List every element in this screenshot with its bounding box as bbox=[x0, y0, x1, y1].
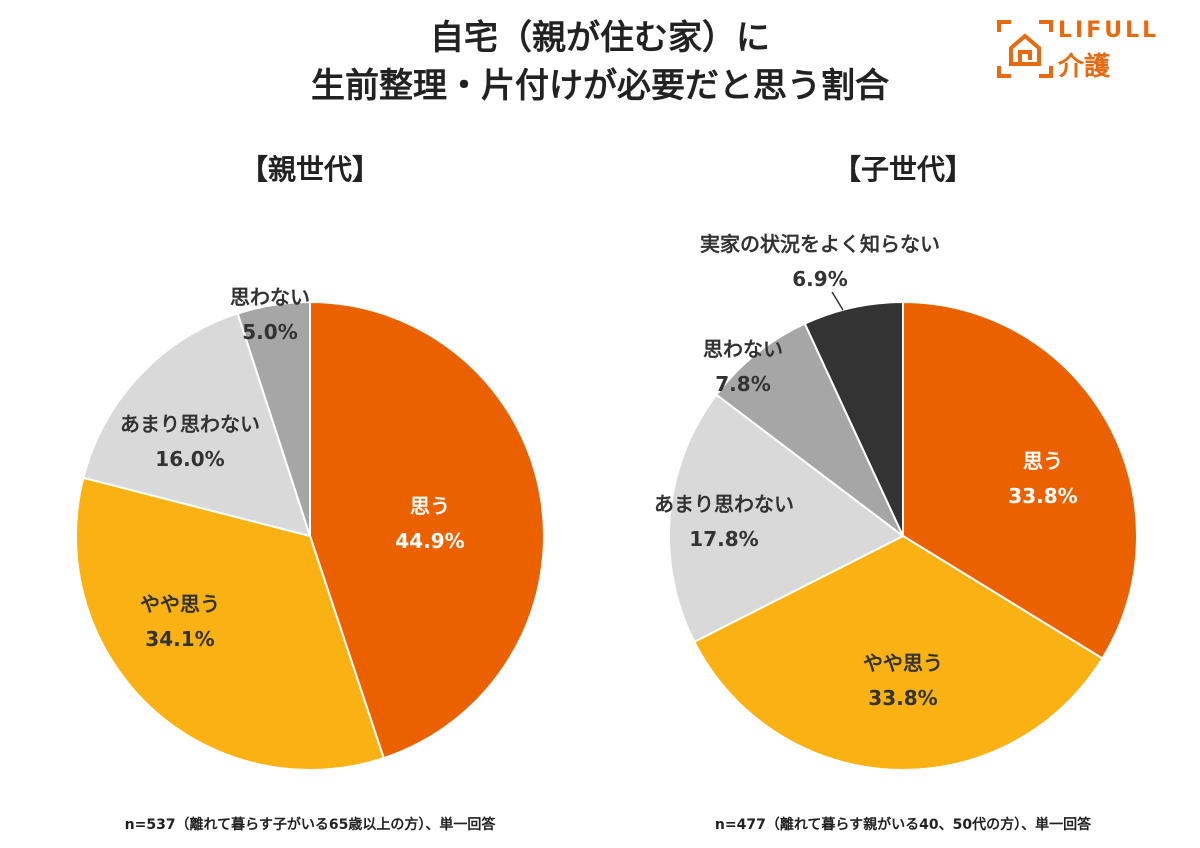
slice-value-label: 34.1% bbox=[145, 627, 214, 651]
slice-label: 思う bbox=[1023, 449, 1063, 473]
pie-slice bbox=[82, 312, 312, 538]
pie-slice bbox=[902, 300, 1138, 660]
slice-value-label: 44.9% bbox=[395, 529, 464, 553]
slice-label: あまり思わない bbox=[120, 412, 260, 436]
slice-value-label: 33.8% bbox=[1008, 484, 1077, 508]
slice-label: 思わない bbox=[703, 337, 783, 361]
pie-slice bbox=[236, 300, 311, 537]
slice-label: やや思う bbox=[140, 592, 220, 616]
note-child: n=477（離れて暮らす親がいる40、50代の方）、単一回答 bbox=[714, 817, 1092, 833]
pie-title-parent: 【親世代】 bbox=[239, 153, 380, 186]
logo-text: LIFULL bbox=[1058, 18, 1160, 43]
slice-value-label: 16.0% bbox=[155, 447, 224, 471]
slice-value-label: 7.8% bbox=[715, 372, 770, 396]
slice-label: 思う bbox=[410, 494, 450, 518]
pie-slice bbox=[668, 393, 905, 644]
slice-value-label: 5.0% bbox=[242, 320, 297, 344]
title-line-1: 自宅（親が住む家）に bbox=[430, 18, 770, 58]
pie-slice bbox=[75, 476, 385, 772]
logo-sub: 介護 bbox=[1058, 52, 1111, 82]
slice-label: やや思う bbox=[863, 651, 943, 675]
pie-title-child: 【子世代】 bbox=[832, 153, 973, 186]
title-line-2: 生前整理・片付けが必要だと思う割合 bbox=[311, 66, 889, 106]
pie-slice bbox=[309, 300, 546, 760]
slice-value-label: 33.8% bbox=[868, 686, 937, 710]
chart-title: 自宅（親が住む家）に 生前整理・片付けが必要だと思う割合 bbox=[0, 14, 1200, 110]
note-parent: n=537（離れて暮らす子がいる65歳以上の方）、単一回答 bbox=[124, 817, 496, 833]
leader-line bbox=[831, 291, 844, 311]
slice-value-label: 6.9% bbox=[792, 267, 847, 291]
slice-value-label: 17.8% bbox=[689, 527, 758, 551]
slice-label: 実家の状況をよく知らない bbox=[700, 232, 940, 256]
slice-label: 思わない bbox=[230, 285, 310, 309]
pie-slice bbox=[803, 300, 904, 537]
slice-label: あまり思わない bbox=[654, 492, 794, 516]
logo-icon bbox=[997, 20, 1053, 78]
pie-slice bbox=[715, 322, 904, 537]
pie-slice bbox=[692, 534, 1104, 771]
